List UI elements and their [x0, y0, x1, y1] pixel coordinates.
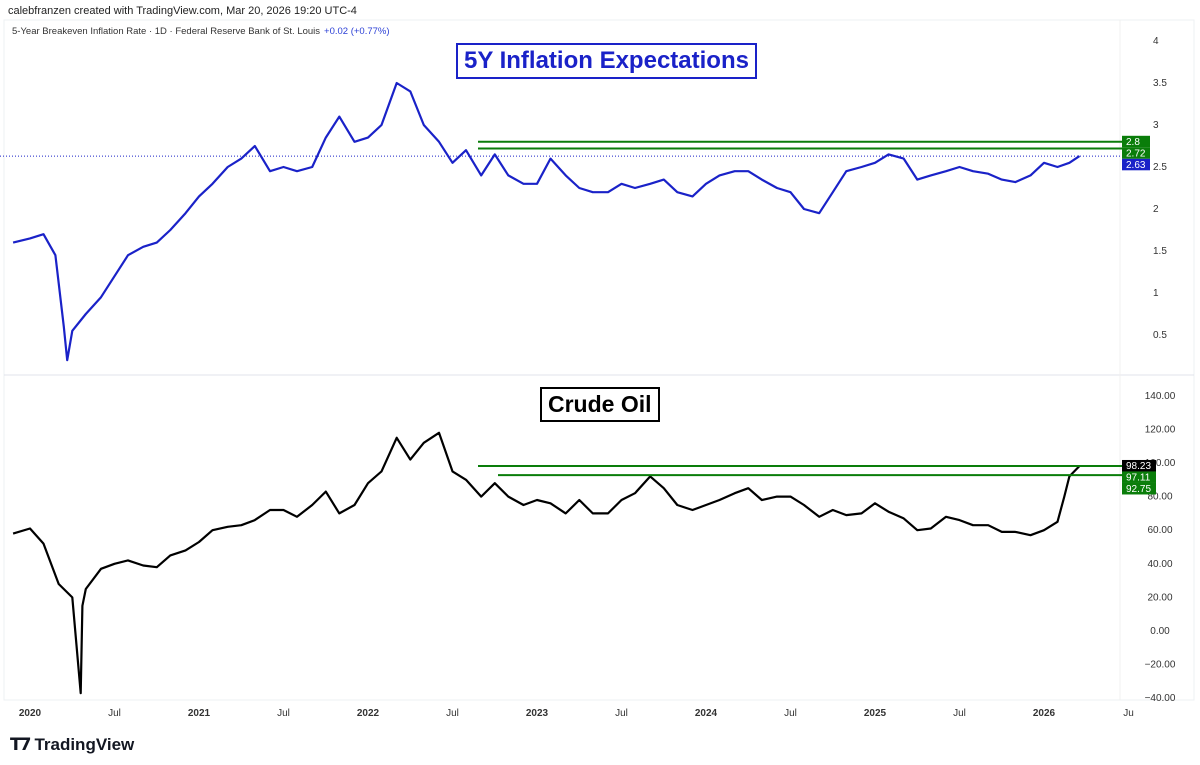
y-tick-label: 60.00 [1147, 525, 1172, 536]
x-tick-label: 2024 [695, 708, 718, 719]
price-label: 2.8 [1126, 137, 1140, 148]
x-tick-label: Jul [784, 708, 797, 719]
legend-title: 5-Year Breakeven Inflation Rate · 1D · F… [12, 26, 321, 37]
y-tick-label: −40.00 [1145, 693, 1176, 704]
y-tick-label: 80.00 [1147, 492, 1172, 503]
price-label-bg [1122, 471, 1156, 483]
y-tick-label: 100.00 [1145, 458, 1176, 469]
price-label-bg [1122, 135, 1150, 148]
y-tick-label: 20.00 [1147, 592, 1172, 603]
y-tick-label: 4 [1153, 36, 1159, 47]
credit-text: calebfranzen created with TradingView.co… [8, 5, 357, 17]
y-tick-label: 120.00 [1145, 424, 1176, 435]
price-label-bg [1122, 459, 1156, 472]
tradingview-logo-icon: 𝗧𝟳 [10, 735, 31, 754]
y-tick-label: 2.5 [1153, 162, 1167, 173]
price-label: 92.75 [1126, 484, 1151, 495]
x-tick-label: 2026 [1033, 708, 1056, 719]
legend-change: +0.02 (+0.77%) [324, 26, 390, 37]
x-tick-label: 2023 [526, 708, 549, 719]
breakeven-line [12, 81, 1081, 362]
x-tick-label: 2021 [188, 708, 211, 719]
y-tick-label: 40.00 [1147, 559, 1172, 570]
x-tick-label: Jul [615, 708, 628, 719]
y-tick-label: 140.00 [1145, 391, 1176, 402]
price-label-bg [1122, 158, 1150, 171]
price-label-bg [1122, 147, 1150, 159]
crude-oil-line [12, 431, 1081, 695]
price-label: 2.72 [1126, 148, 1146, 159]
x-tick-label: 2025 [864, 708, 887, 719]
price-label: 98.23 [1126, 461, 1151, 472]
y-tick-label: 0.00 [1150, 626, 1170, 637]
x-tick-label: Ju [1123, 708, 1134, 719]
y-tick-label: 3 [1153, 120, 1159, 131]
x-tick-label: 2020 [19, 708, 42, 719]
x-tick-label: Jul [108, 708, 121, 719]
bottom-chart-title: Crude Oil [540, 387, 660, 422]
price-label: 2.63 [1126, 160, 1146, 171]
y-tick-label: −20.00 [1145, 660, 1176, 671]
y-tick-label: 0.5 [1153, 330, 1167, 341]
tradingview-logo[interactable]: 𝗧𝟳 TradingView [10, 735, 134, 755]
logo-text: TradingView [34, 735, 135, 754]
top-chart-title: 5Y Inflation Expectations [456, 43, 757, 79]
price-label-bg [1122, 482, 1156, 495]
x-tick-label: 2022 [357, 708, 380, 719]
series-legend: 5-Year Breakeven Inflation Rate · 1D · F… [12, 26, 390, 37]
price-label: 97.11 [1126, 472, 1151, 483]
x-tick-label: Jul [277, 708, 290, 719]
x-tick-label: Jul [953, 708, 966, 719]
y-tick-label: 2 [1153, 204, 1159, 215]
y-tick-label: 3.5 [1153, 78, 1167, 89]
chart-frame [3, 19, 1195, 701]
y-tick-label: 1.5 [1153, 246, 1167, 257]
y-tick-label: 1 [1153, 288, 1159, 299]
x-tick-label: Jul [446, 708, 459, 719]
